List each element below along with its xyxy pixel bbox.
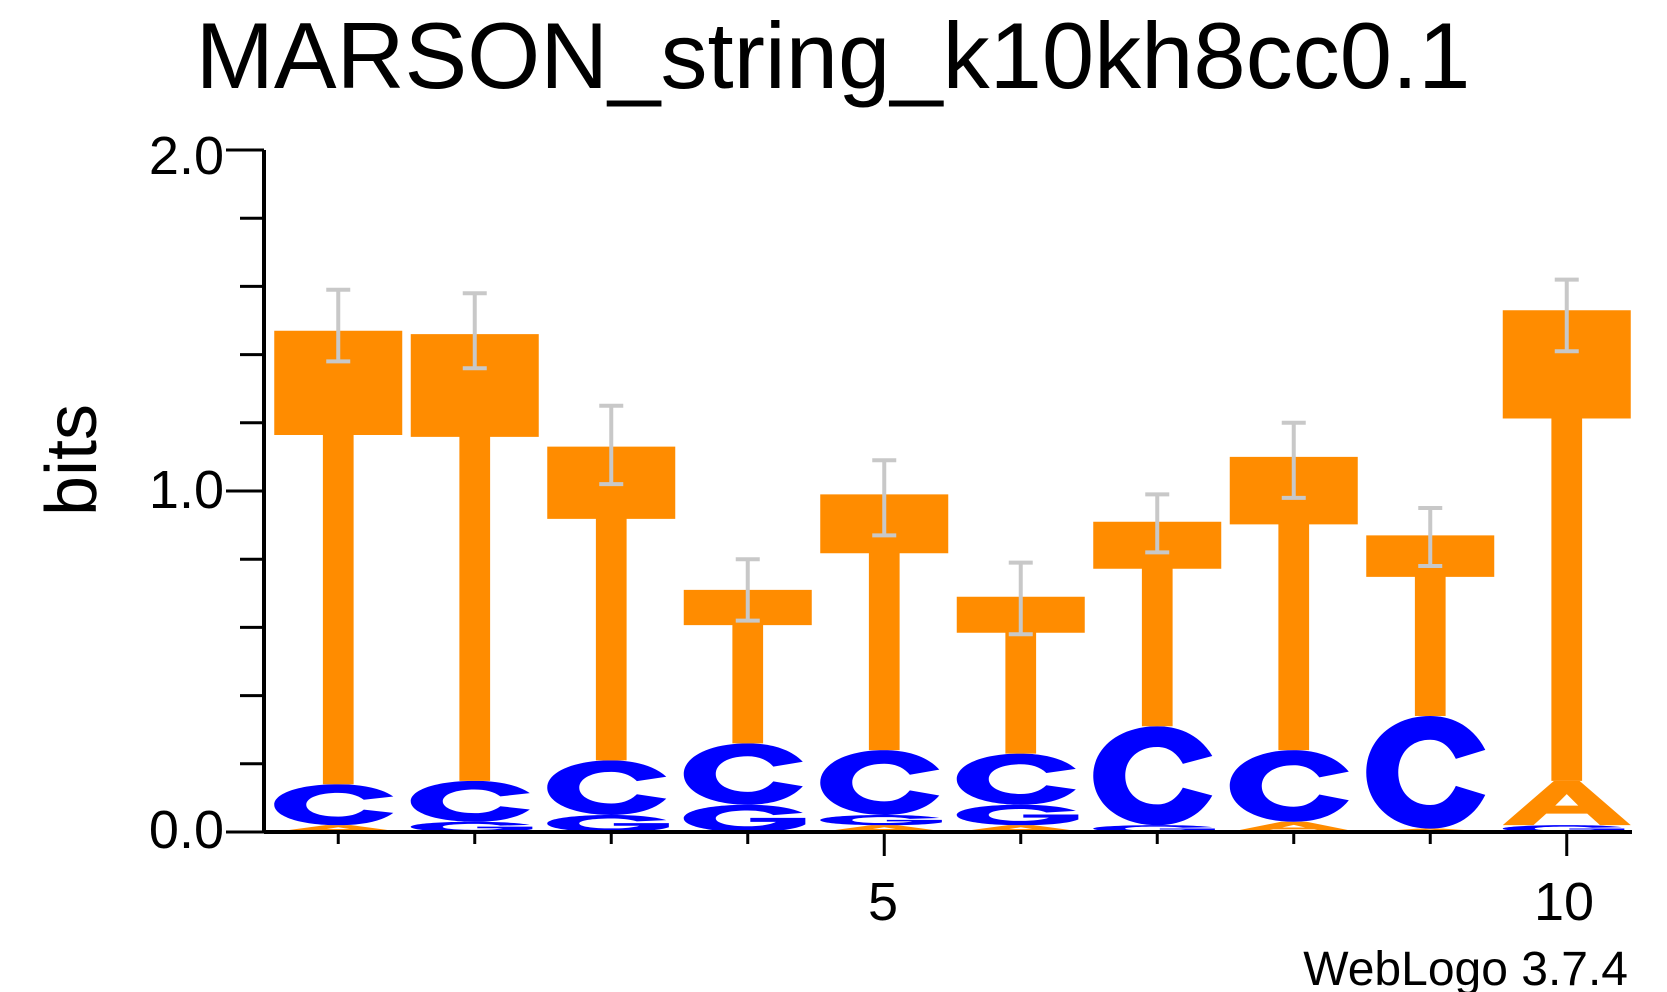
- error-bar-pos-5: [872, 458, 897, 538]
- y-axis-ticks: [226, 148, 264, 834]
- x-tick-label-5: 5: [868, 872, 898, 932]
- glyph-T-pos-8: [1229, 456, 1358, 751]
- y-axis: 2.0 1.0 0.0: [149, 126, 266, 860]
- glyph-C-pos-3: [547, 760, 667, 815]
- y-axis-label: bits: [32, 404, 112, 516]
- glyph-C-pos-8: [1229, 750, 1349, 822]
- x-tick-label-10: 10: [1534, 872, 1594, 932]
- glyph-C-pos-6: [956, 753, 1076, 805]
- glyph-A-pos-10: [1502, 780, 1631, 826]
- glyph-T-pos-2: [410, 334, 539, 781]
- glyph-T-pos-10: [1502, 310, 1631, 781]
- error-bar-pos-8: [1281, 420, 1306, 500]
- glyph-G-pos-5: [820, 814, 942, 826]
- y-tick-label-0-0: 0.0: [149, 800, 224, 860]
- weblogo-version-footer: WebLogo 3.7.4: [1303, 943, 1628, 992]
- y-tick-label-2-0: 2.0: [149, 126, 224, 186]
- glyph-G-pos-4: [683, 804, 806, 832]
- error-bar-pos-2: [462, 291, 487, 371]
- x-axis-ticks: [336, 832, 1569, 856]
- x-axis: 5 10: [264, 830, 1632, 932]
- glyph-T-pos-3: [547, 446, 676, 761]
- y-tick-label-1-0: 1.0: [149, 460, 224, 520]
- error-bar-pos-4: [735, 557, 760, 623]
- glyph-C-pos-1: [274, 784, 394, 826]
- glyph-C-pos-9: [1366, 716, 1486, 829]
- error-bars: [326, 277, 1579, 637]
- glyph-G-pos-3: [547, 814, 669, 832]
- glyph-C-pos-2: [410, 780, 530, 822]
- glyph-C-pos-7: [1093, 726, 1213, 826]
- chart-title: MARSON_string_k10kh8cc0.1: [196, 3, 1471, 108]
- glyph-G-pos-6: [956, 804, 1079, 826]
- glyph-C-pos-4: [683, 743, 803, 805]
- error-bar-pos-1: [326, 287, 351, 364]
- error-bar-pos-9: [1418, 506, 1443, 569]
- error-bar-pos-7: [1145, 492, 1170, 555]
- glyph-C-pos-5: [820, 750, 940, 815]
- glyph-T-pos-1: [274, 330, 403, 785]
- error-bar-pos-10: [1554, 277, 1579, 354]
- error-bar-pos-6: [1008, 560, 1033, 637]
- error-bar-pos-3: [599, 403, 624, 487]
- letter-stacks: [274, 310, 1631, 832]
